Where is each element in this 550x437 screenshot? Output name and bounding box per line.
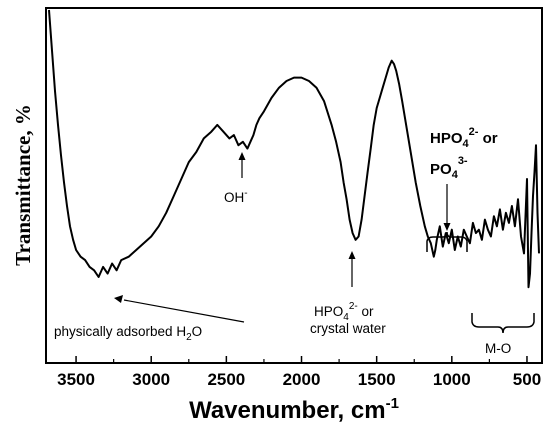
- annotation-hpo4-b-sup: 2-: [469, 126, 479, 138]
- annotation-hpo4-b-sub: 4: [463, 138, 470, 150]
- annotation-po4-sup: 3-: [458, 155, 468, 167]
- x-axis-title: Wavenumber, cm-1: [189, 395, 399, 424]
- svg-text:HPO42- or: HPO42- or: [430, 126, 498, 150]
- svg-text:OH-: OH-: [224, 188, 248, 205]
- annotation-po4: PO: [430, 161, 452, 178]
- annotation-hpo4-b: HPO: [430, 130, 463, 147]
- annotation-po4-sub: 4: [452, 169, 459, 181]
- x-axis-title-sup: -1: [386, 395, 399, 412]
- spectrum-line: [48, 9, 540, 289]
- annotation-hpo4-b-post: or: [478, 130, 497, 147]
- annotation-adsorbed-water: physically adsorbed H2O: [54, 295, 245, 343]
- annotation-mo-text: M-O: [485, 341, 511, 356]
- x-axis-tick-labels: 3500 3000 2500 2000 1500 1000 500: [57, 370, 541, 389]
- annotation-crystal-water: crystal water: [310, 321, 386, 336]
- annotation-oh: OH-: [224, 152, 248, 205]
- mo-bracket: [471, 313, 535, 334]
- annotation-hpo4-a-post: or: [358, 304, 374, 319]
- x-tick-label: 3000: [132, 370, 170, 389]
- x-tick-label: 1500: [358, 370, 396, 389]
- x-tick-label: 2500: [207, 370, 245, 389]
- annotation-adsorbed-sub: 2: [186, 332, 192, 343]
- annotation-oh-sup: -: [244, 188, 247, 199]
- annotation-hpo4-po4: HPO42- or PO43-: [426, 126, 498, 252]
- annotation-adsorbed-tail: O: [192, 324, 203, 339]
- x-tick-label: 1000: [433, 370, 471, 389]
- annotation-hpo4-water: HPO42- or crystal water: [310, 251, 386, 336]
- annotation-hpo4-a-sub: 4: [343, 312, 349, 323]
- x-tick-label: 500: [513, 370, 541, 389]
- x-tick-label: 3500: [57, 370, 95, 389]
- y-axis-title: Transmittance, %: [11, 104, 35, 266]
- annotation-oh-text: OH: [224, 190, 244, 205]
- x-tick-label: 2000: [283, 370, 321, 389]
- annotation-adsorbed-text: physically adsorbed H: [54, 324, 186, 339]
- x-axis-ticks: [75, 356, 528, 363]
- svg-text:physically adsorbed H2O: physically adsorbed H2O: [54, 324, 202, 343]
- plot-frame: [45, 7, 543, 364]
- annotation-mo: M-O: [471, 313, 535, 356]
- svg-text:HPO42- or: HPO42- or: [314, 301, 374, 323]
- x-axis-title-text: Wavenumber, cm: [189, 397, 386, 424]
- svg-text:PO43-: PO4 3-: [430, 155, 468, 181]
- po4-bracket: [426, 231, 468, 252]
- annotation-hpo4-a-sup: 2-: [349, 301, 358, 312]
- annotation-hpo4-a: HPO: [314, 304, 343, 319]
